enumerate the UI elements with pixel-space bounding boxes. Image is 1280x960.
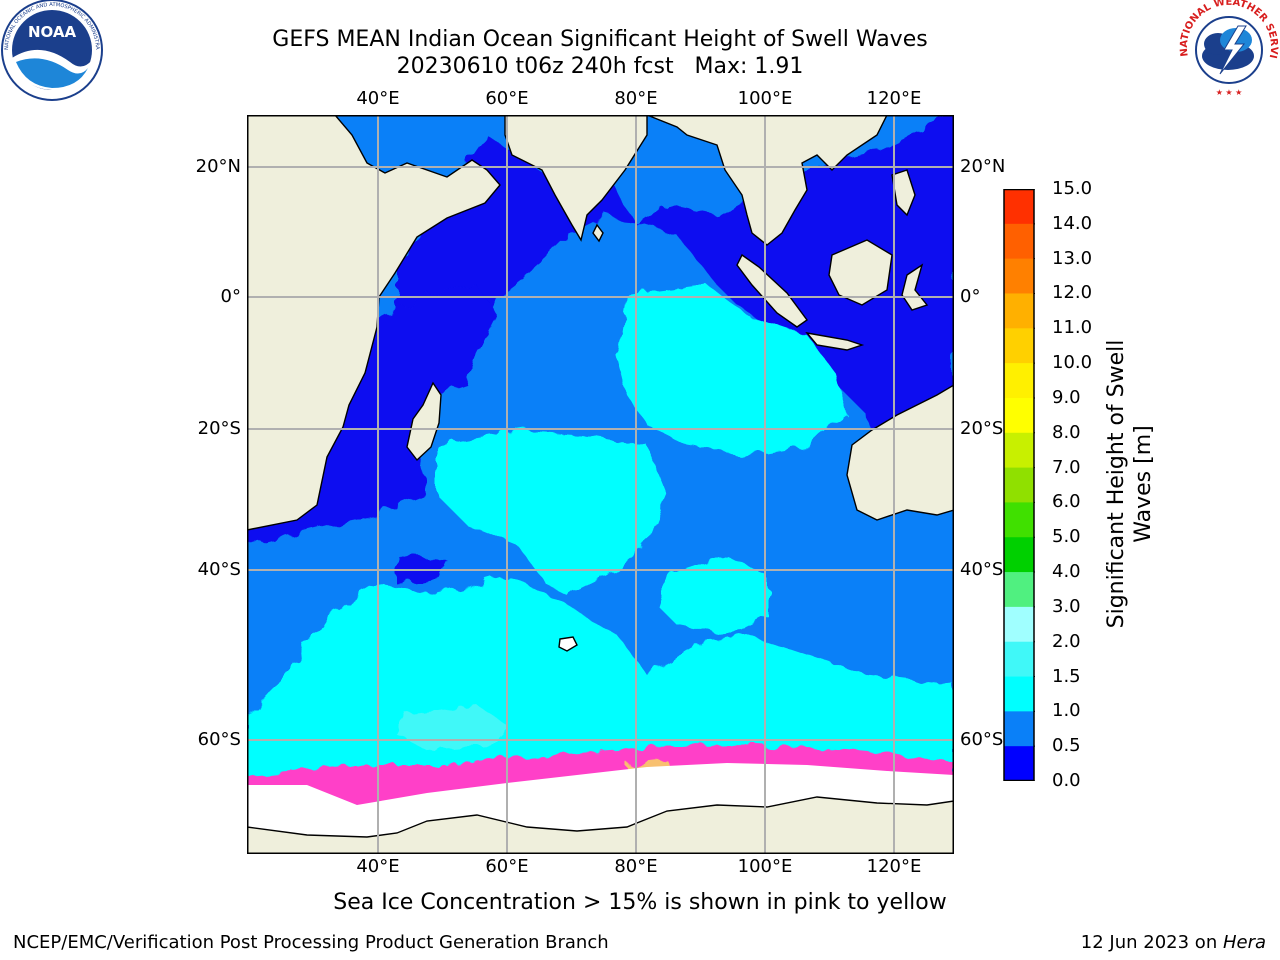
lat-label-right: 60°S [960, 729, 1004, 750]
lon-label-top: 100°E [737, 88, 793, 109]
colorbar-tick-label: 1.5 [1052, 665, 1081, 687]
noaa-logo: NOAA NATIONAL OCEANIC AND ATMOSPHERIC AD… [0, 0, 103, 101]
colorbar-segment [1004, 328, 1034, 364]
colorbar-tick-label: 6.0 [1052, 491, 1081, 513]
lat-label-right: 0° [960, 286, 981, 307]
colorbar-tick-label: 15.0 [1052, 178, 1093, 199]
colorbar-title: Significant Height of Swell Waves [m] [1103, 340, 1157, 629]
nws-logo: NATIONAL WEATHER SERVICE ★ ★ ★ [1178, 0, 1279, 98]
colorbar-tick-label: 5.0 [1052, 526, 1081, 548]
colorbar-tick-label: 3.0 [1052, 595, 1081, 617]
sulawesi-land [901, 263, 929, 311]
colorbar-segment [1004, 572, 1034, 608]
colorbar-segment [1004, 467, 1034, 503]
colorbar-tick-label: 10.0 [1052, 352, 1093, 374]
colorbar-segment [1004, 293, 1034, 329]
antarctica-land [247, 796, 954, 854]
colorbar-tick-label: 13.0 [1052, 247, 1093, 269]
colorbar-tick-label: 2.0 [1052, 630, 1081, 652]
philippines-land [891, 169, 916, 217]
lat-label-left: 20°N [195, 156, 241, 177]
lon-label-bottom: 60°E [485, 856, 529, 877]
lat-label-right: 40°S [960, 559, 1004, 580]
lon-label-top: 40°E [356, 88, 400, 109]
lat-label-left: 20°S [197, 418, 241, 439]
colorbar-tick-label: 0.5 [1052, 735, 1081, 757]
colorbar-tick-label: 7.0 [1052, 456, 1081, 478]
southeast-asia-land [646, 115, 888, 246]
colorbar-title-line1: Significant Height of Swell [1104, 339, 1129, 629]
footer-date-text: 12 Jun 2023 on [1080, 932, 1223, 953]
deep-blue-swell-north [397, 115, 954, 495]
kerguelen-land [558, 636, 578, 652]
sumatra-land [736, 253, 808, 328]
colorbar-segment [1004, 189, 1034, 225]
colorbar-segment [1004, 746, 1034, 781]
cyan-swell-south-central [437, 430, 667, 595]
colorbar-segment [1004, 397, 1034, 434]
colorbar-segment [1004, 537, 1034, 573]
lon-label-bottom: 40°E [356, 856, 400, 877]
land-masses [247, 115, 954, 854]
colorbar-tick-label: 9.0 [1052, 386, 1081, 408]
africa-arabia-land [247, 115, 501, 531]
colorbar-segment [1004, 676, 1034, 712]
colorbar-tick-label: 12.0 [1052, 282, 1093, 304]
lon-label-bottom: 80°E [614, 856, 658, 877]
lon-label-top: 120°E [866, 88, 922, 109]
footer-host: Hera [1222, 932, 1266, 953]
colorbar-segment [1004, 711, 1034, 747]
colorbar-segment [1004, 641, 1034, 678]
map-title: GEFS MEAN Indian Ocean Significant Heigh… [272, 27, 928, 52]
madagascar-land [406, 381, 442, 462]
lat-label-right: 20°S [960, 418, 1004, 439]
sri-lanka-land [592, 223, 604, 243]
colorbar-frame [1003, 189, 1035, 781]
lat-label-left: 0° [220, 286, 241, 307]
cyan-swell-east [657, 555, 767, 635]
colorbar-title-line2: Waves [m] [1131, 425, 1156, 543]
india-land [504, 115, 648, 242]
lat-label-right: 20°N [960, 156, 1006, 177]
colorbar-segment [1004, 258, 1034, 294]
swell-height-map [247, 115, 954, 854]
lon-label-bottom: 120°E [866, 856, 922, 877]
lat-label-left: 60°S [197, 729, 241, 750]
colorbar-segment [1004, 502, 1034, 538]
svg-text:NOAA: NOAA [28, 23, 77, 41]
sea-ice-caption: Sea Ice Concentration > 15% is shown in … [333, 890, 947, 915]
colorbar-tick-label: 0.0 [1052, 770, 1081, 791]
footer-date: 12 Jun 2023 on Hera [1081, 932, 1266, 953]
map-frame [247, 115, 954, 854]
colorbar-segment [1004, 223, 1034, 260]
colorbar-segment [1004, 363, 1034, 399]
map-subtitle: 20230610 t06z 240h fcst Max: 1.91 [396, 54, 804, 79]
colorbar-tick-label: 1.0 [1052, 700, 1081, 722]
lon-label-top: 60°E [485, 88, 529, 109]
colorbar-segment [1004, 432, 1034, 469]
colorbar [1003, 189, 1035, 781]
lon-label-bottom: 100°E [737, 856, 793, 877]
colorbar-tick-label: 11.0 [1052, 317, 1093, 339]
colorbar-tick-label: 14.0 [1052, 212, 1093, 234]
cyan-swell-central [617, 285, 847, 455]
graticule [247, 115, 954, 854]
colorbar-tick-label: 4.0 [1052, 561, 1081, 583]
footer-branch: NCEP/EMC/Verification Post Processing Pr… [13, 932, 609, 953]
colorbar-tick-label: 8.0 [1052, 421, 1081, 443]
light-cyan-swell [397, 705, 507, 750]
lat-label-left: 40°S [197, 559, 241, 580]
lon-label-top: 80°E [614, 88, 658, 109]
colorbar-segment [1004, 606, 1034, 643]
java-land [805, 331, 865, 351]
svg-text:★ ★ ★: ★ ★ ★ [1216, 88, 1243, 97]
australia-land [846, 384, 954, 521]
